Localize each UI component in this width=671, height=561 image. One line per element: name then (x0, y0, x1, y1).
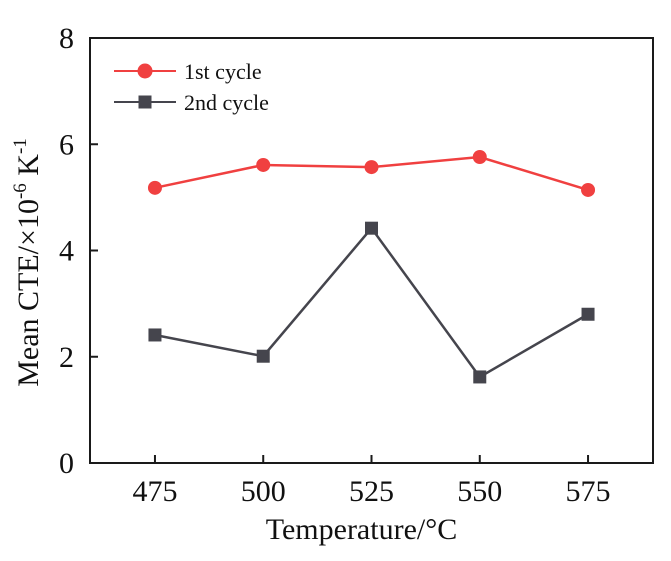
data-point-1st-cycle-475 (147, 180, 162, 195)
y-tick-label-0: 0 (59, 447, 74, 480)
x-tick-label-500: 500 (241, 475, 286, 508)
legend-marker-square (138, 95, 152, 109)
data-point-2nd-cycle-500 (256, 349, 270, 363)
y-axis-title-unit: K (12, 154, 45, 184)
legend: 1st cycle 2nd cycle (114, 59, 269, 115)
data-point-1st-cycle-575 (581, 182, 596, 197)
data-point-1st-cycle-525 (364, 160, 379, 175)
y-axis-title-prefix: Mean CTE/×10 (12, 199, 45, 387)
series-layer (147, 150, 596, 384)
legend-marker-circle (137, 63, 153, 79)
y-tick-label-8: 8 (59, 22, 74, 55)
data-point-1st-cycle-550 (472, 150, 487, 164)
data-point-1st-cycle-500 (256, 157, 271, 172)
y-axis-title-exp2: -1 (10, 138, 31, 154)
x-tick-label-575: 575 (566, 475, 611, 508)
data-point-2nd-cycle-475 (148, 328, 162, 342)
x-tick-label-475: 475 (132, 475, 177, 508)
legend-label-2nd-cycle: 2nd cycle (184, 90, 269, 115)
y-axis-title: Mean CTE/×10-6 K-1 (10, 138, 45, 387)
data-point-2nd-cycle-575 (581, 307, 595, 321)
y-tick-label-4: 4 (59, 235, 74, 268)
data-point-2nd-cycle-525 (365, 221, 378, 235)
x-tick-label-550: 550 (457, 475, 502, 508)
legend-label-1st-cycle: 1st cycle (184, 59, 262, 84)
x-tick-label-525: 525 (349, 475, 394, 508)
x-axis-title: Temperature/°C (266, 513, 457, 546)
series-line-2nd-cycle (154, 226, 589, 379)
y-axis-title-exp1: -6 (10, 183, 31, 199)
y-tick-label-2: 2 (59, 341, 74, 374)
data-point-2nd-cycle-550 (473, 370, 487, 384)
y-tick-label-6: 6 (59, 128, 74, 161)
ticks-layer: 0 2 4 6 8 475 500 525 550 575 (59, 22, 611, 508)
